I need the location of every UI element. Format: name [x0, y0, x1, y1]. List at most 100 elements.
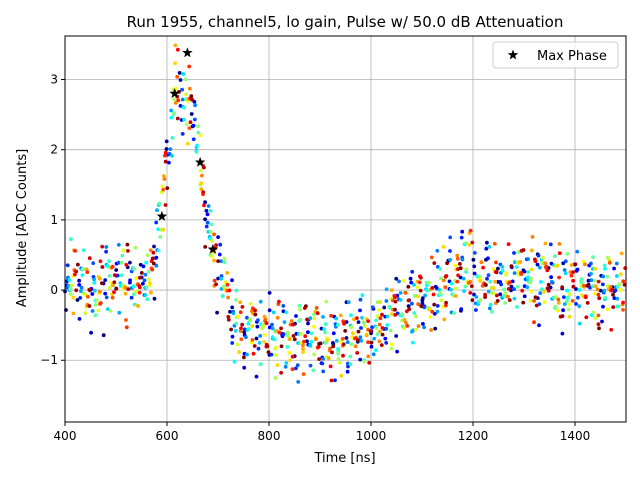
- scatter-point: [256, 318, 260, 322]
- scatter-point: [180, 87, 185, 92]
- scatter-point: [481, 265, 485, 270]
- scatter-point: [567, 292, 572, 297]
- scatter-point: [343, 329, 348, 333]
- scatter-point: [565, 252, 570, 256]
- scatter-point: [577, 288, 582, 292]
- scatter-point: [374, 326, 379, 330]
- scatter-point: [290, 367, 295, 372]
- scatter-point: [458, 266, 463, 271]
- scatter-point: [219, 259, 223, 264]
- scatter-point: [283, 364, 288, 369]
- scatter-point: [147, 277, 151, 282]
- scatter-point: [132, 266, 137, 271]
- scatter-point: [203, 200, 208, 205]
- scatter-point: [254, 336, 259, 341]
- scatter-point: [491, 267, 496, 272]
- scatter-point: [137, 284, 142, 288]
- scatter-point: [169, 108, 174, 113]
- scatter-point: [328, 346, 332, 351]
- scatter-point: [314, 306, 319, 310]
- scatter-point: [309, 331, 314, 336]
- x-tick-label: 800: [258, 429, 281, 443]
- scatter-point: [169, 115, 174, 120]
- scatter-point: [613, 288, 618, 293]
- scatter-point: [532, 320, 536, 325]
- scatter-point: [281, 304, 286, 308]
- scatter-point: [91, 261, 96, 266]
- scatter-point: [537, 323, 541, 328]
- scatter-point: [75, 298, 80, 302]
- scatter-point: [512, 271, 517, 275]
- scatter-point: [315, 311, 320, 316]
- scatter-point: [226, 295, 231, 300]
- scatter-point: [543, 261, 548, 266]
- scatter-point: [535, 262, 540, 267]
- scatter-point: [476, 302, 480, 307]
- scatter-point: [423, 293, 427, 298]
- scatter-point: [460, 229, 465, 234]
- scatter-point: [279, 326, 283, 331]
- scatter-point: [141, 281, 145, 286]
- scatter-point: [97, 289, 102, 294]
- scatter-point: [506, 242, 511, 247]
- scatter-point: [126, 287, 131, 291]
- scatter-point: [85, 270, 90, 274]
- scatter-point: [127, 260, 132, 265]
- scatter-point: [562, 268, 567, 272]
- scatter-point: [510, 279, 515, 284]
- scatter-point: [362, 359, 367, 364]
- scatter-point: [393, 307, 397, 312]
- scatter-point: [209, 229, 213, 234]
- scatter-point: [168, 147, 173, 152]
- scatter-point: [493, 279, 498, 284]
- scatter-point: [355, 351, 360, 355]
- scatter-point: [565, 299, 569, 304]
- scatter-point: [195, 143, 199, 148]
- scatter-point: [597, 296, 602, 301]
- scatter-point: [230, 278, 234, 283]
- scatter-point: [338, 313, 343, 318]
- scatter-point: [212, 278, 217, 283]
- scatter-point: [292, 337, 297, 342]
- scatter-point: [149, 290, 153, 295]
- scatter-point: [441, 278, 446, 283]
- scatter-point: [487, 245, 492, 249]
- scatter-point: [238, 310, 243, 315]
- scatter-point: [191, 137, 196, 142]
- scatter-point: [114, 286, 119, 291]
- scatter-point: [308, 363, 313, 368]
- scatter-point: [281, 309, 286, 314]
- scatter-point: [512, 296, 517, 301]
- scatter-point: [163, 203, 168, 207]
- scatter-point: [549, 275, 553, 280]
- scatter-point: [103, 291, 108, 296]
- scatter-point: [262, 333, 267, 337]
- scatter-point: [532, 299, 536, 303]
- scatter-point: [252, 344, 257, 348]
- scatter-point: [393, 313, 398, 317]
- scatter-point: [187, 86, 192, 91]
- scatter-point: [89, 330, 93, 335]
- scatter-point: [124, 318, 128, 322]
- scatter-point: [182, 117, 187, 122]
- scatter-point: [225, 271, 230, 275]
- scatter-point: [556, 308, 560, 313]
- scatter-point: [427, 280, 431, 285]
- scatter-point: [498, 292, 503, 297]
- scatter-point: [378, 300, 383, 304]
- scatter-point: [68, 292, 73, 296]
- scatter-point: [537, 265, 542, 270]
- scatter-point: [515, 305, 519, 309]
- scatter-point: [301, 372, 306, 376]
- scatter-point: [342, 321, 346, 326]
- scatter-point: [427, 307, 432, 312]
- scatter-point: [366, 340, 370, 345]
- scatter-point: [237, 350, 241, 354]
- scatter-point: [254, 374, 259, 379]
- scatter-point: [570, 299, 575, 303]
- scatter-point: [432, 302, 437, 307]
- scatter-point: [541, 255, 545, 260]
- scatter-point: [296, 380, 301, 384]
- x-tick-label: 400: [54, 429, 77, 443]
- scatter-point: [546, 282, 551, 287]
